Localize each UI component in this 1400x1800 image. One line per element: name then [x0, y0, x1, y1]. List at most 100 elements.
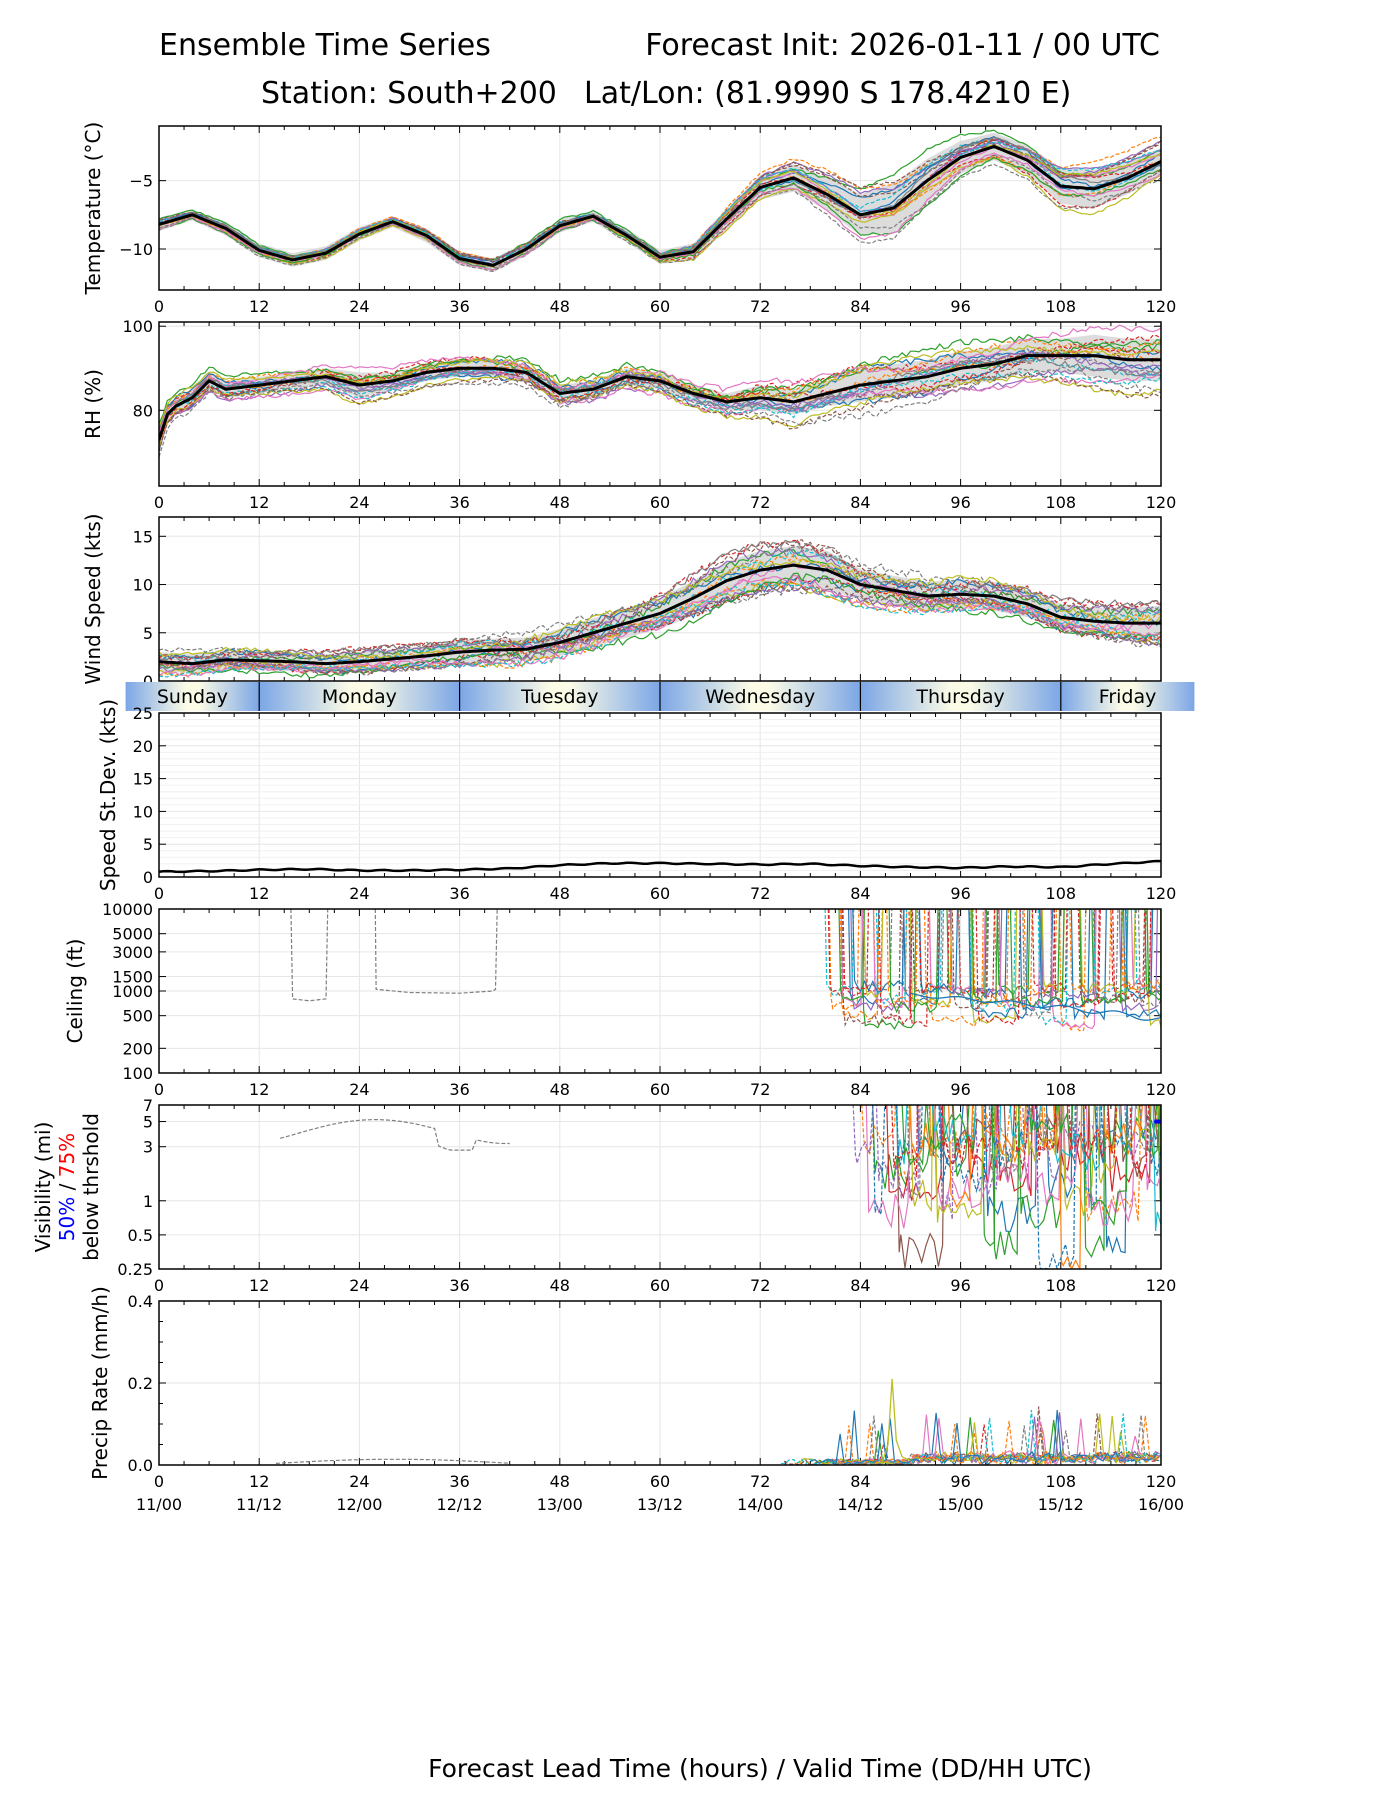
y-tick-label: 0 [143, 868, 153, 887]
ceiling-border [158, 908, 1162, 1074]
x-tick-label: 0 [154, 884, 164, 903]
member-line [275, 1458, 510, 1464]
x-tick-label: 120 [1146, 1472, 1177, 1491]
sd-panel: 0 5 10 15 20 25 0 12 24 36 48 60 72 84 96 108 120 [133, 704, 1177, 903]
y-axis-label: Visibility (mi) [31, 1122, 55, 1253]
member-line [159, 574, 1161, 677]
x-tick-label: 108 [1046, 1080, 1077, 1099]
y-axis-label-sub: below thrshold [79, 1113, 103, 1261]
x-tick-label: 84 [850, 1276, 870, 1295]
x-tick-label: 60 [650, 884, 670, 903]
y-tick-label: 5000 [112, 925, 153, 944]
member-line [824, 909, 1161, 1026]
member-line [374, 909, 498, 994]
y-tick-label: 5 [143, 835, 153, 854]
member-line [159, 163, 1161, 269]
day-cell [860, 682, 1061, 711]
x-tick-label: 84 [850, 1080, 870, 1099]
member-line [891, 1105, 1150, 1178]
x-tick-label: 36 [449, 1080, 469, 1099]
x-tick-label: 24 [349, 884, 369, 903]
member-line [159, 333, 1161, 424]
x-tick-label: 72 [750, 1080, 770, 1099]
chart-title: Ensemble Time Series [159, 28, 491, 63]
spread-band [159, 545, 1161, 674]
sd-border [158, 712, 1162, 878]
member-line [159, 581, 1161, 678]
precip-panel: 0.0 0.2 0.4 0 11/00 12 11/12 24 12/00 36 12/12 48 13… [128, 1292, 1185, 1783]
member-line [159, 366, 1161, 458]
member-line [842, 909, 1152, 1026]
valid-time-label: 11/00 [136, 1495, 182, 1514]
y-tick-label: 1 [143, 1192, 153, 1211]
member-line [863, 909, 1161, 1030]
x-tick-label: 120 [1146, 297, 1177, 316]
day-bar: Sunday Monday Tuesday Wednesday Thursday Frid… [125, 682, 1195, 711]
threshold-separator: / [55, 1177, 79, 1196]
day-label: Monday [322, 686, 397, 708]
x-tick-label: 48 [550, 297, 570, 316]
member-line [910, 992, 1161, 1021]
y-tick-label: 15 [133, 770, 153, 789]
y-tick-label: 10 [133, 802, 153, 821]
vis-panel: 0.25 0.5 1 3 57 0 12 24 36 48 60 72 84 96 108 120 Visibi… [31, 1096, 1176, 1295]
x-tick-label: 108 [1046, 297, 1077, 316]
x-tick-label: 60 [650, 297, 670, 316]
valid-time-label: 14/12 [837, 1495, 883, 1514]
member-line [159, 585, 1161, 676]
y-tick-label: 200 [122, 1039, 153, 1058]
y-tick-label: 500 [122, 1007, 153, 1026]
x-tick-label: 36 [449, 493, 469, 512]
member-line [901, 1105, 1161, 1260]
member-line [290, 909, 329, 1002]
x-tick-label: 72 [750, 1276, 770, 1295]
member-line [839, 909, 1161, 1021]
x-tick-label: 0 [154, 493, 164, 512]
ensemble-mean-line [159, 354, 1161, 441]
station-latlon: Lat/Lon: (81.9990 S 178.4210 E) [584, 76, 1072, 111]
y-tick-label: 1000 [112, 982, 153, 1001]
y-tick-label: 0.5 [128, 1226, 153, 1245]
rh-panel: 80 100 0 12 24 36 48 60 72 84 96 108 120 [122, 317, 1176, 512]
std-dev-line [158, 859, 1162, 874]
member-line [279, 1118, 510, 1151]
x-tick-label: 12 [249, 1080, 269, 1099]
x-tick-label: 96 [950, 1472, 970, 1491]
member-line [159, 337, 1161, 436]
y-tick-label: 3000 [112, 943, 153, 962]
temp-border [158, 125, 1162, 291]
station-name: Station: South+200 [261, 76, 557, 111]
x-tick-label: 12 [249, 493, 269, 512]
x-tick-label: 84 [850, 884, 870, 903]
y-tick-label: −5 [129, 172, 153, 191]
member-line [837, 1420, 1160, 1465]
y-axis-label-thresholds: 50% / 75% [55, 1133, 79, 1241]
wind-panel: 05101501224364860728496108120 [133, 517, 1176, 707]
x-tick-label: 12 [249, 1276, 269, 1295]
day-cell [1060, 682, 1195, 711]
member-line [810, 1409, 1158, 1465]
x-tick-label: 24 [349, 1080, 369, 1099]
threshold-50-label: 50% [55, 1197, 79, 1241]
x-tick-label: 108 [1046, 493, 1077, 512]
x-tick-label: 24 [349, 297, 369, 316]
member-line [908, 1105, 1143, 1269]
y-tick-label: 5 [143, 624, 153, 643]
y-tick-label: 0.0 [128, 1456, 153, 1475]
valid-time-label: 15/00 [938, 1495, 984, 1514]
vis-border [158, 1104, 1162, 1270]
x-tick-label: 36 [449, 884, 469, 903]
y-tick-label: 80 [133, 401, 153, 420]
day-label: Thursday [915, 686, 1004, 708]
day-label: Sunday [157, 686, 228, 708]
member-line [159, 584, 1161, 676]
x-tick-label: 60 [650, 1080, 670, 1099]
member-line [872, 1105, 1161, 1259]
member-line [827, 909, 1146, 1027]
wind-border [158, 516, 1162, 682]
valid-time-label: 11/12 [236, 1495, 282, 1514]
valid-time-label: 12/12 [437, 1495, 483, 1514]
member-line [159, 324, 1161, 434]
member-line [159, 370, 1161, 452]
y-tick-label: 1500 [112, 968, 153, 987]
